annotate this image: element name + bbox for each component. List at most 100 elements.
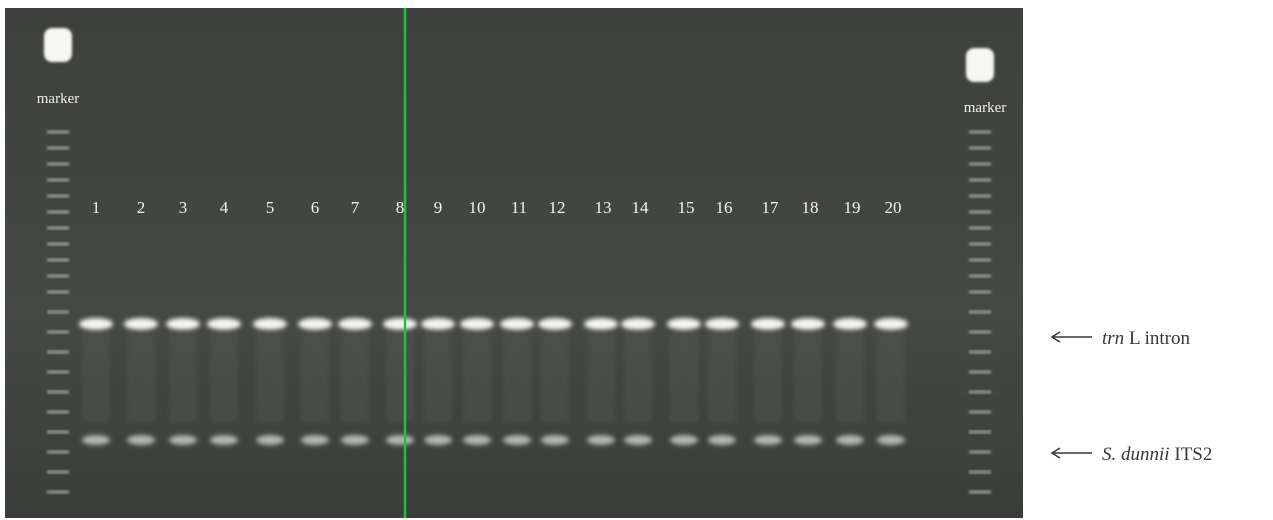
upper-band <box>79 318 113 330</box>
ladder-band <box>969 330 991 334</box>
lower-band <box>386 435 414 445</box>
ladder-band <box>969 130 991 134</box>
ladder-band <box>969 310 991 314</box>
lower-band <box>82 435 110 445</box>
upper-band <box>667 318 701 330</box>
lower-band <box>624 435 652 445</box>
ladder-band <box>47 430 69 434</box>
figure: markermarker1234567891011121314151617181… <box>0 0 1273 520</box>
ladder-band <box>47 146 69 150</box>
smear <box>169 332 197 422</box>
smear <box>463 332 491 422</box>
ladder-band <box>969 178 991 182</box>
ladder-band <box>969 194 991 198</box>
ladder-band <box>47 258 69 262</box>
lane-number: 14 <box>632 198 650 217</box>
upper-band <box>705 318 739 330</box>
lower-band <box>670 435 698 445</box>
annotation-arrows <box>1052 332 1092 458</box>
ladder-band <box>969 410 991 414</box>
well <box>44 28 72 62</box>
ladder-band <box>47 290 69 294</box>
smear <box>424 332 452 422</box>
ladder-band <box>969 258 991 262</box>
ladder-band <box>47 194 69 198</box>
lane-number: 13 <box>595 198 612 217</box>
lane-number: 16 <box>716 198 733 217</box>
plain-part: ITS2 <box>1174 444 1212 465</box>
band-annotation: S. dunnii ITS2 <box>1102 444 1212 465</box>
upper-band <box>166 318 200 330</box>
lane-number: 3 <box>179 198 188 217</box>
lane-number: 17 <box>762 198 780 217</box>
ladder-band <box>969 450 991 454</box>
band-annotation: trn L intron <box>1102 328 1190 349</box>
smear <box>541 332 569 422</box>
smear <box>210 332 238 422</box>
lane-number: 5 <box>266 198 275 217</box>
lower-band <box>256 435 284 445</box>
italic-part: S. dunnii <box>1102 444 1170 465</box>
lower-band <box>754 435 782 445</box>
ladder-band <box>47 490 69 494</box>
smear <box>341 332 369 422</box>
ladder-band <box>47 310 69 314</box>
lane-number: 1 <box>92 198 101 217</box>
smear <box>794 332 822 422</box>
upper-band <box>383 318 417 330</box>
ladder-band <box>969 242 991 246</box>
ladder-band <box>47 210 69 214</box>
smear <box>127 332 155 422</box>
lane-number: 7 <box>351 198 360 217</box>
lower-band <box>794 435 822 445</box>
smear <box>82 332 110 422</box>
lower-band <box>541 435 569 445</box>
smear <box>624 332 652 422</box>
upper-band <box>751 318 785 330</box>
lane-number: 19 <box>844 198 861 217</box>
ladder-band <box>47 130 69 134</box>
ladder-band <box>969 162 991 166</box>
smear <box>503 332 531 422</box>
smear <box>670 332 698 422</box>
lower-band <box>708 435 736 445</box>
upper-band <box>500 318 534 330</box>
ladder-band <box>969 274 991 278</box>
ladder-band <box>969 210 991 214</box>
smear <box>877 332 905 422</box>
upper-band <box>538 318 572 330</box>
smear <box>836 332 864 422</box>
lower-band <box>210 435 238 445</box>
lane-number: 20 <box>885 198 902 217</box>
upper-band <box>253 318 287 330</box>
lane-number: 4 <box>220 198 229 217</box>
lane-number: 9 <box>434 198 443 217</box>
smear <box>256 332 284 422</box>
ladder-band <box>47 226 69 230</box>
plain-part: L intron <box>1129 328 1191 349</box>
lower-band <box>424 435 452 445</box>
upper-band <box>338 318 372 330</box>
ladder-band <box>969 370 991 374</box>
upper-band <box>298 318 332 330</box>
lane-number: 12 <box>549 198 566 217</box>
ladder-band <box>47 330 69 334</box>
ladder-band <box>47 162 69 166</box>
ladder-band <box>47 274 69 278</box>
ladder-band <box>969 490 991 494</box>
smear <box>386 332 414 422</box>
smear <box>301 332 329 422</box>
marker-label: marker <box>964 100 1006 116</box>
lane-number: 8 <box>396 198 405 217</box>
upper-band <box>460 318 494 330</box>
lane-number: 2 <box>137 198 146 217</box>
ladder-band <box>47 410 69 414</box>
ladder-band <box>47 242 69 246</box>
upper-band <box>791 318 825 330</box>
lane-number: 18 <box>802 198 819 217</box>
ladder-band <box>969 470 991 474</box>
upper-band <box>833 318 867 330</box>
ladder-band <box>47 390 69 394</box>
lower-band <box>587 435 615 445</box>
ladder-band <box>969 430 991 434</box>
